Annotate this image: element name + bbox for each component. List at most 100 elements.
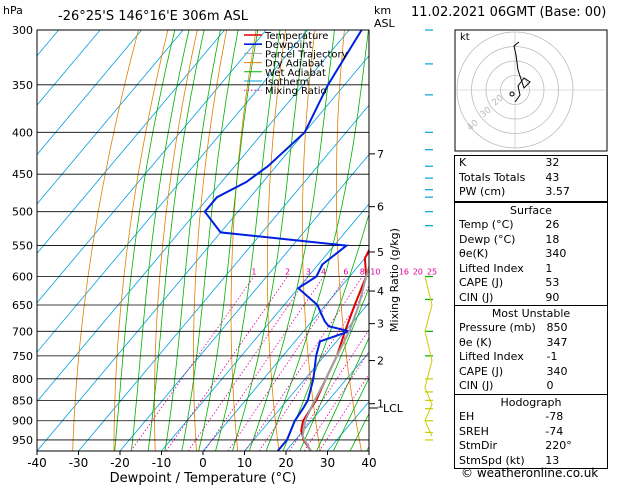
surface-title: Surface — [510, 204, 552, 217]
isotherm-line — [244, 302, 369, 451]
wet-adiabat-line — [198, 30, 259, 451]
dry-adiabat-line — [113, 30, 169, 451]
mu-value: -1 — [546, 350, 558, 363]
indices-box: K 32 Totals Totals 43 PW (cm) 3.57 — [454, 155, 608, 202]
wind-barbs — [424, 29, 433, 441]
legend-entry: Wet Adiabat — [265, 68, 326, 79]
km-tick-labels: 7 6 5 4 3 2 1 — [369, 148, 384, 411]
surface-value: 90 — [545, 290, 560, 304]
mixing-ratio-label: 1 — [251, 268, 256, 277]
hodograph-rings — [456, 31, 605, 149]
mu-label: Lifted Index — [459, 350, 524, 363]
mixing-ratio-line — [165, 276, 288, 451]
dry-adiabat-line — [193, 30, 228, 451]
pressure-tick-label: 750 — [12, 350, 33, 363]
surface-box: Surface Temp (°C) 26 Dewp (°C) 18 θe(K) 340… — [454, 202, 608, 306]
mu-value: 347 — [546, 335, 568, 349]
mixing-ratio-line — [289, 328, 369, 451]
dry-adiabat-line — [72, 30, 139, 451]
datetime: 11.02.2021 06GMT (Base: 00) — [411, 5, 607, 20]
sounding-series — [203, 30, 369, 451]
isotherm-line — [37, 30, 184, 205]
hodo-label: StmDir — [459, 439, 498, 452]
isotherm-line — [37, 30, 308, 353]
pressure-tick-label: 550 — [12, 240, 33, 253]
legend-entry: Temperature — [264, 31, 328, 42]
mixing-ratio-line — [318, 373, 369, 451]
mu-value: 850 — [546, 321, 568, 334]
hodo-value: 220° — [545, 439, 572, 452]
hodograph-indices-title: Hodograph — [500, 396, 562, 409]
km-tick-label: 4 — [377, 285, 384, 298]
wet-adiabat-line — [316, 336, 369, 451]
wet-adiabat-line — [215, 30, 281, 451]
storm-motion-marker — [509, 91, 515, 97]
wet-adiabat-line — [265, 30, 369, 451]
mixing-ratio-line — [187, 276, 309, 451]
most-unstable-box: Most Unstable Pressure (mb) 850 θe (K) 347… — [454, 305, 608, 395]
index-label: K — [459, 156, 467, 169]
hodo-label: EH — [459, 410, 475, 423]
dry-adiabat-line — [230, 30, 257, 451]
mu-label: θe (K) — [459, 335, 492, 349]
isotherm-line — [285, 351, 369, 451]
hodo-label: SREH — [459, 424, 489, 438]
wet-adiabat-lines — [114, 30, 369, 451]
pressure-tick-label: 500 — [12, 206, 33, 219]
isotherm-line — [37, 30, 142, 156]
hodograph: kt 40 30 20 — [454, 29, 608, 152]
dry-adiabat-line — [267, 30, 286, 451]
mixing-ratio-line — [245, 276, 363, 451]
mixing-ratio-axis-label: Mixing Ratio (g/kg) — [388, 228, 401, 332]
km-tick-label: 1 — [377, 398, 384, 411]
surface-label: CIN (J) — [459, 290, 494, 304]
pressure-tick-label: 800 — [12, 373, 33, 386]
surface-value: 1 — [545, 261, 553, 275]
hodograph-kt-label: kt — [460, 32, 470, 43]
x-tick-label: -20 — [110, 456, 130, 470]
most-unstable-table: Pressure (mb) 850 θe (K) 347 Lifted Index -… — [455, 321, 607, 394]
wet-adiabat-line — [332, 377, 369, 451]
km-tick-label: 7 — [377, 148, 384, 161]
mixing-ratio-label: 8 — [360, 268, 365, 277]
mixing-ratio-label: 2 — [285, 268, 290, 277]
mixing-ratio-line — [204, 276, 324, 451]
x-tick-label: 40 — [361, 456, 376, 470]
wet-adiabat-line — [248, 30, 335, 451]
x-tick-label: -40 — [27, 456, 47, 470]
km-tick-label: 5 — [377, 246, 384, 259]
indices-table: K 32 Totals Totals 43 PW (cm) 3.57 — [455, 156, 607, 200]
legend-entry: Dry Adiabat — [265, 59, 324, 70]
x-tick-label: 20 — [278, 456, 293, 470]
pressure-tick-label: 400 — [12, 126, 33, 139]
pressure-tick-label: 950 — [12, 434, 33, 447]
x-tick-labels: -40 -30 -20 -10 0 10 20 30 40 — [27, 451, 377, 470]
dry-adiabat-line — [401, 30, 444, 451]
pressure-tick-label: 450 — [12, 168, 33, 181]
mixing-ratio-labels: 1 2 3 4 6 8 10 16 20 25 — [251, 268, 437, 277]
legend-entry: Isotherm — [265, 77, 309, 88]
isotherm-line — [202, 252, 369, 451]
index-value: 32 — [545, 156, 560, 169]
wet-adiabat-line — [164, 30, 221, 451]
km-tick-label: 2 — [377, 355, 384, 368]
mu-label: CIN (J) — [459, 379, 494, 392]
mixing-ratio-line — [227, 276, 347, 451]
legend-entry: Dewpoint — [265, 40, 313, 51]
x-tick-label: 0 — [199, 456, 207, 470]
dry-adiabat-line — [336, 30, 362, 451]
mixing-ratio-line — [130, 276, 255, 451]
surface-value: 26 — [545, 218, 560, 231]
hodo-label: StmSpd (kt) — [459, 453, 525, 467]
x-tick-label: -30 — [69, 456, 89, 470]
surface-label: Lifted Index — [459, 261, 524, 275]
wet-adiabat-line — [114, 30, 176, 451]
x-tick-label: -10 — [152, 456, 172, 470]
isotherm-line — [37, 30, 225, 255]
surface-label: θe(K) — [459, 247, 489, 260]
series-line-parcel-trajectory — [301, 263, 369, 451]
dry-adiabat-line — [302, 30, 321, 451]
mixing-ratio-label: 6 — [343, 268, 348, 277]
